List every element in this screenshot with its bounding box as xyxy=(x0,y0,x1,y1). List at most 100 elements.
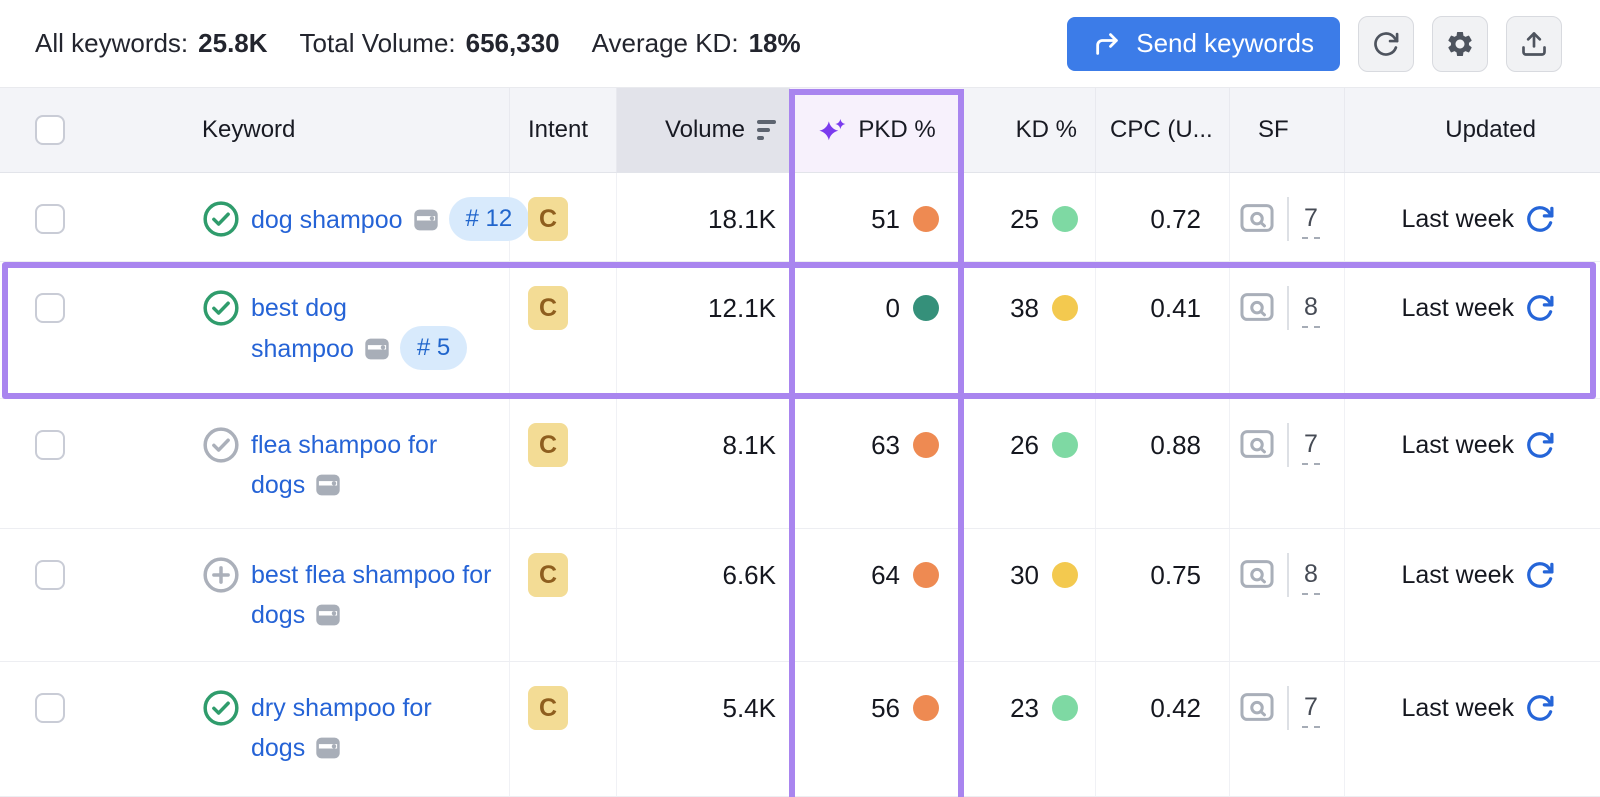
position-badge: # 12 xyxy=(448,197,530,241)
pkd-dot xyxy=(913,206,939,232)
serp-card-icon[interactable] xyxy=(413,207,439,233)
view-serp-icon[interactable] xyxy=(1240,429,1274,459)
cpc-value: 0.72 xyxy=(1150,204,1201,234)
column-header-volume[interactable]: Volume xyxy=(617,88,790,172)
refresh-metrics-icon[interactable] xyxy=(1525,430,1555,460)
all-keywords-value: 25.8K xyxy=(198,28,268,58)
settings-button[interactable] xyxy=(1432,15,1488,72)
table-row: dog shampoo # 12 C 18.1K 51 25 0.72 7 xyxy=(0,173,1600,262)
updated-value: Last week xyxy=(1401,694,1514,722)
pkd-value: 0 xyxy=(885,293,900,323)
keyword-link[interactable]: shampoo xyxy=(251,335,354,363)
updated-value: Last week xyxy=(1401,431,1514,459)
updated-value: Last week xyxy=(1401,294,1514,322)
pkd-dot xyxy=(913,295,939,321)
column-header-sf[interactable]: SF xyxy=(1230,88,1345,172)
keyword-link[interactable]: flea shampoo for xyxy=(251,431,438,459)
ai-sparkle-icon xyxy=(817,118,847,142)
send-keywords-button[interactable]: Send keywords xyxy=(1067,16,1340,71)
serp-card-icon[interactable] xyxy=(364,336,390,362)
sf-header-label: SF xyxy=(1258,116,1289,143)
divider xyxy=(1287,423,1289,467)
total-volume-label: Total Volume: xyxy=(299,28,456,58)
position-badge: # 5 xyxy=(399,326,468,370)
table-row: flea shampoo for dogs C 8.1K 63 26 0.88 … xyxy=(0,399,1600,529)
keyword-link[interactable]: best dog xyxy=(251,294,347,322)
keyword-link[interactable]: dogs xyxy=(251,734,306,762)
intent-badge: C xyxy=(528,553,568,597)
row-checkbox[interactable] xyxy=(35,560,65,590)
kd-dot xyxy=(1052,562,1078,588)
divider xyxy=(1287,197,1289,241)
sf-count[interactable]: 8 xyxy=(1302,559,1320,595)
column-header-kd[interactable]: KD % xyxy=(963,88,1096,172)
export-button[interactable] xyxy=(1506,15,1562,72)
serp-card-icon[interactable] xyxy=(315,735,341,761)
divider xyxy=(1287,553,1289,597)
sf-count[interactable]: 7 xyxy=(1302,692,1320,728)
view-serp-icon[interactable] xyxy=(1240,559,1274,589)
keyword-link[interactable]: dogs xyxy=(251,471,306,499)
table-header: Keyword Intent Volume PKD % KD % CPC (U.… xyxy=(0,88,1600,173)
divider xyxy=(1287,286,1289,330)
cpc-value: 0.88 xyxy=(1150,430,1201,460)
column-header-cpc[interactable]: CPC (U... xyxy=(1096,88,1230,172)
row-checkbox[interactable] xyxy=(35,693,65,723)
volume-header-label: Volume xyxy=(664,116,745,143)
refresh-metrics-icon[interactable] xyxy=(1525,560,1555,590)
summary-stats: All keywords: 25.8K Total Volume: 656,33… xyxy=(35,28,801,59)
intent-badge: C xyxy=(528,286,568,330)
keyword-link[interactable]: dry shampoo for xyxy=(251,694,432,722)
column-header-updated[interactable]: Updated xyxy=(1345,88,1600,172)
refresh-metrics-icon[interactable] xyxy=(1525,693,1555,723)
volume-value: 8.1K xyxy=(722,430,777,460)
updated-value: Last week xyxy=(1401,561,1514,589)
refresh-icon xyxy=(1372,30,1400,58)
serp-card-icon[interactable] xyxy=(315,472,341,498)
refresh-button[interactable] xyxy=(1358,15,1414,72)
view-serp-icon[interactable] xyxy=(1240,692,1274,722)
pkd-value: 64 xyxy=(871,560,900,590)
status-check-green-icon xyxy=(202,200,240,238)
volume-value: 5.4K xyxy=(722,693,777,723)
send-arrow-icon xyxy=(1093,30,1121,58)
refresh-metrics-icon[interactable] xyxy=(1525,204,1555,234)
divider xyxy=(1287,686,1289,730)
column-header-keyword[interactable]: Keyword xyxy=(100,88,510,172)
view-serp-icon[interactable] xyxy=(1240,292,1274,322)
sf-count[interactable]: 7 xyxy=(1302,429,1320,465)
cpc-value: 0.75 xyxy=(1150,560,1201,590)
select-all-checkbox[interactable] xyxy=(35,115,65,145)
kd-header-label: KD % xyxy=(1015,116,1077,143)
row-checkbox[interactable] xyxy=(35,430,65,460)
status-check-gray-icon xyxy=(202,426,240,464)
refresh-metrics-icon[interactable] xyxy=(1525,293,1555,323)
kd-dot xyxy=(1052,695,1078,721)
keyword-link[interactable]: dog shampoo xyxy=(251,206,403,234)
all-keywords-stat: All keywords: 25.8K xyxy=(35,28,268,59)
kd-dot xyxy=(1052,432,1078,458)
cpc-value: 0.42 xyxy=(1150,693,1201,723)
row-checkbox[interactable] xyxy=(35,293,65,323)
cpc-value: 0.41 xyxy=(1150,293,1201,323)
column-header-intent[interactable]: Intent xyxy=(510,88,617,172)
table-row: dry shampoo for dogs C 5.4K 56 23 0.42 7 xyxy=(0,662,1600,797)
pkd-dot xyxy=(913,695,939,721)
kd-value: 23 xyxy=(1010,693,1039,723)
keyword-link[interactable]: dogs xyxy=(251,601,306,629)
status-check-green-icon xyxy=(202,289,240,327)
pkd-value: 56 xyxy=(871,693,900,723)
sf-count[interactable]: 8 xyxy=(1302,292,1320,328)
column-header-pkd[interactable]: PKD % xyxy=(790,88,963,172)
sf-count[interactable]: 7 xyxy=(1302,203,1320,239)
total-volume-stat: Total Volume: 656,330 xyxy=(300,28,560,59)
intent-badge: C xyxy=(528,423,568,467)
row-checkbox[interactable] xyxy=(35,204,65,234)
pkd-value: 51 xyxy=(871,204,900,234)
keyword-link[interactable]: best flea shampoo for xyxy=(251,561,492,589)
serp-card-icon[interactable] xyxy=(315,602,341,628)
view-serp-icon[interactable] xyxy=(1240,203,1274,233)
average-kd-stat: Average KD: 18% xyxy=(592,28,801,59)
pkd-value: 63 xyxy=(871,430,900,460)
